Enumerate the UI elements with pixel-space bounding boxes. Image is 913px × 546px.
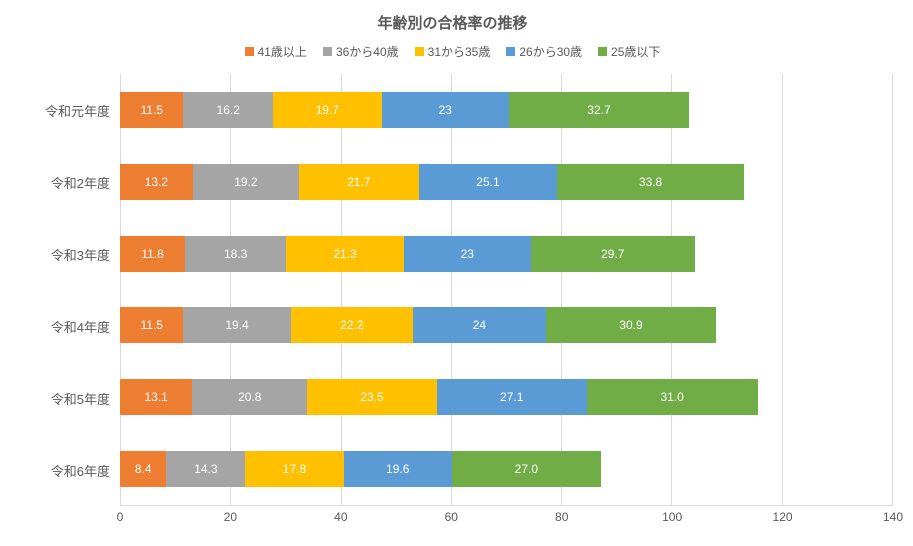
stacked-bar: 8.414.317.819.627.0 bbox=[120, 451, 601, 487]
bar-segment: 13.2 bbox=[120, 164, 193, 200]
bar-segment: 19.7 bbox=[273, 92, 382, 128]
bar-segment: 13.1 bbox=[120, 379, 192, 415]
bar-segment: 20.8 bbox=[192, 379, 307, 415]
bar-segment: 11.5 bbox=[120, 92, 183, 128]
bar-segment: 31.0 bbox=[587, 379, 758, 415]
bar-segment: 8.4 bbox=[120, 451, 166, 487]
legend-item: 36から40歳 bbox=[323, 43, 399, 60]
y-tick-label: 令和5年度 bbox=[12, 362, 120, 434]
bar-segment: 21.3 bbox=[286, 236, 404, 272]
bar-row: 13.120.823.527.131.0 bbox=[120, 361, 893, 433]
legend-item: 26から30歳 bbox=[506, 43, 582, 60]
legend-swatch bbox=[415, 47, 424, 56]
chart-area: 令和元年度 令和2年度 令和3年度 令和4年度 令和5年度 令和6年度 11.5… bbox=[12, 74, 893, 506]
legend-item: 25歳以下 bbox=[598, 43, 660, 60]
bar-row: 11.516.219.72332.7 bbox=[120, 74, 893, 146]
x-tick-label: 20 bbox=[224, 510, 237, 524]
legend-swatch bbox=[598, 47, 607, 56]
legend-label: 25歳以下 bbox=[611, 43, 660, 60]
stacked-bar: 11.818.321.32329.7 bbox=[120, 236, 695, 272]
bar-segment: 14.3 bbox=[166, 451, 245, 487]
bar-segment: 25.1 bbox=[419, 164, 558, 200]
bars-container: 11.516.219.72332.713.219.221.725.133.811… bbox=[120, 74, 893, 505]
bar-segment: 32.7 bbox=[509, 92, 690, 128]
x-tick-label: 120 bbox=[773, 510, 793, 524]
bar-row: 8.414.317.819.627.0 bbox=[120, 433, 893, 505]
x-axis: 020406080100120140 bbox=[120, 506, 893, 526]
x-tick-label: 140 bbox=[883, 510, 903, 524]
plot-area: 11.516.219.72332.713.219.221.725.133.811… bbox=[120, 74, 893, 506]
bar-segment: 18.3 bbox=[185, 236, 286, 272]
legend-swatch bbox=[506, 47, 515, 56]
legend-swatch bbox=[245, 47, 254, 56]
bar-segment: 24 bbox=[413, 307, 546, 343]
y-axis: 令和元年度 令和2年度 令和3年度 令和4年度 令和5年度 令和6年度 bbox=[12, 74, 120, 506]
bar-segment: 11.8 bbox=[120, 236, 185, 272]
bar-segment: 21.7 bbox=[299, 164, 419, 200]
bar-row: 11.818.321.32329.7 bbox=[120, 218, 893, 290]
bar-segment: 17.8 bbox=[245, 451, 343, 487]
bar-segment: 30.9 bbox=[546, 307, 717, 343]
legend-label: 31から35歳 bbox=[428, 43, 491, 60]
y-tick-label: 令和2年度 bbox=[12, 146, 120, 218]
legend-label: 36から40歳 bbox=[336, 43, 399, 60]
y-tick-label: 令和6年度 bbox=[12, 434, 120, 506]
legend: 41歳以上 36から40歳 31から35歳 26から30歳 25歳以下 bbox=[12, 43, 893, 60]
chart-title: 年齢別の合格率の推移 bbox=[12, 12, 893, 33]
stacked-bar: 11.516.219.72332.7 bbox=[120, 92, 689, 128]
x-tick-label: 80 bbox=[555, 510, 568, 524]
legend-label: 26から30歳 bbox=[519, 43, 582, 60]
x-tick-label: 60 bbox=[445, 510, 458, 524]
bar-row: 11.519.422.22430.9 bbox=[120, 289, 893, 361]
bar-segment: 27.1 bbox=[437, 379, 587, 415]
y-tick-label: 令和3年度 bbox=[12, 218, 120, 290]
bar-segment: 16.2 bbox=[183, 92, 272, 128]
x-tick-label: 0 bbox=[117, 510, 124, 524]
bar-segment: 23 bbox=[404, 236, 531, 272]
bar-segment: 19.4 bbox=[183, 307, 290, 343]
legend-swatch bbox=[323, 47, 332, 56]
bar-segment: 23.5 bbox=[307, 379, 437, 415]
bar-segment: 23 bbox=[382, 92, 509, 128]
legend-item: 31から35歳 bbox=[415, 43, 491, 60]
bar-segment: 11.5 bbox=[120, 307, 183, 343]
bar-segment: 19.2 bbox=[193, 164, 299, 200]
bar-segment: 22.2 bbox=[291, 307, 414, 343]
bar-row: 13.219.221.725.133.8 bbox=[120, 146, 893, 218]
legend-item: 41歳以上 bbox=[245, 43, 307, 60]
bar-segment: 33.8 bbox=[557, 164, 744, 200]
stacked-bar: 13.219.221.725.133.8 bbox=[120, 164, 744, 200]
stacked-bar: 13.120.823.527.131.0 bbox=[120, 379, 758, 415]
bar-segment: 29.7 bbox=[531, 236, 695, 272]
x-tick-label: 40 bbox=[334, 510, 347, 524]
bar-segment: 27.0 bbox=[452, 451, 601, 487]
x-tick-label: 100 bbox=[662, 510, 682, 524]
legend-label: 41歳以上 bbox=[258, 43, 307, 60]
y-tick-label: 令和4年度 bbox=[12, 290, 120, 362]
stacked-bar: 11.519.422.22430.9 bbox=[120, 307, 716, 343]
bar-segment: 19.6 bbox=[344, 451, 452, 487]
y-tick-label: 令和元年度 bbox=[12, 74, 120, 146]
